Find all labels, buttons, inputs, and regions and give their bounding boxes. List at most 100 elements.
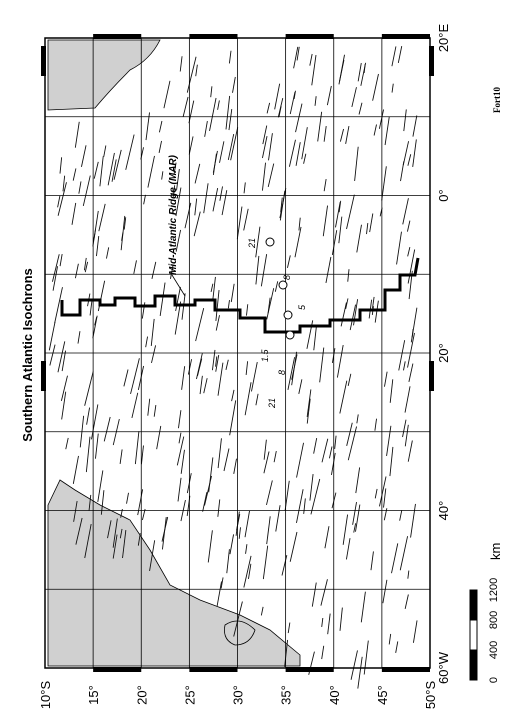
isochron-label: 1.5: [260, 348, 270, 362]
isochron-segment: [220, 577, 224, 589]
isochron-segment: [91, 404, 99, 440]
isochron-segment: [374, 488, 378, 499]
isochron-segment: [260, 606, 264, 616]
isochron-segment: [230, 127, 239, 161]
isochron-segment: [356, 414, 359, 424]
isochron-segment: [120, 215, 126, 251]
isochron-segment: [158, 120, 163, 133]
isochron-segment: [126, 492, 129, 504]
isochron-segment: [295, 142, 301, 166]
isochron-segment: [84, 371, 94, 406]
isochron-segment: [103, 145, 107, 157]
isochron-segment: [372, 296, 375, 309]
isochron-segment: [204, 475, 212, 506]
land-africa: [47, 39, 161, 111]
latitude-label: 35°: [279, 685, 294, 705]
isochron-segment: [287, 622, 291, 634]
isochron-segment: [195, 64, 198, 77]
isochron-segment: [284, 639, 289, 667]
isochron-segment: [195, 308, 205, 342]
isochron-segment: [188, 136, 194, 155]
isochron-segment: [404, 386, 411, 413]
isochron-segment: [274, 83, 281, 110]
isochron-segment: [93, 229, 96, 240]
isochron-segment: [95, 433, 99, 459]
isochron-segment: [77, 331, 81, 344]
isochron-segment: [412, 620, 418, 643]
isochron-segment: [360, 591, 366, 623]
isochron-segment: [323, 126, 327, 142]
frame-segment: [189, 34, 238, 39]
longitude-label: 60°W: [436, 651, 451, 684]
map-title: Southern Atlantic Isochrons: [20, 268, 35, 442]
isochron-segment: [176, 169, 180, 191]
isochron-segment: [267, 163, 275, 188]
isochron-segment: [399, 536, 409, 571]
isochron-segment: [216, 581, 222, 607]
isochron-segment: [187, 359, 193, 375]
isochron-segment: [186, 56, 197, 93]
scale-bar: km 0 400 800 1200: [469, 543, 503, 683]
isochron-segment: [296, 489, 304, 523]
isochron-segment: [57, 182, 67, 216]
site-marker: [285, 330, 295, 340]
longitude-label: 20°E: [436, 24, 451, 53]
isochron-segment: [412, 139, 417, 167]
isochron-segment: [107, 152, 115, 186]
latitude-label: 25°: [182, 685, 197, 705]
isochron-segment: [275, 505, 281, 532]
scale-segment: [469, 649, 478, 681]
isochron-segment: [404, 594, 409, 609]
isochron-segment: [266, 480, 273, 506]
isochron-segment: [243, 182, 246, 194]
isochron-segment: [280, 197, 283, 213]
scale-label: 800: [488, 611, 500, 629]
isochron-segment: [293, 90, 296, 99]
isochron-segment: [354, 146, 359, 181]
isochron-segment: [384, 371, 388, 387]
isochron-segment: [143, 194, 146, 205]
land-island: [224, 620, 256, 646]
graticule: [41, 34, 434, 672]
isochron-segment: [399, 509, 403, 521]
latitude-label: 10°S: [38, 681, 53, 710]
isochron-segment: [149, 540, 156, 572]
isochron-segment: [202, 492, 208, 512]
isochron-segment: [347, 373, 352, 386]
isochron-segment: [228, 108, 233, 131]
isochron-segment: [212, 153, 217, 176]
corner-label: Fort10: [492, 87, 502, 113]
isochron-segment: [407, 154, 412, 166]
isochron-segment: [303, 498, 306, 514]
isochron-segment: [131, 392, 139, 419]
isochron-segment: [125, 134, 135, 170]
latitude-label: 50°S: [423, 681, 438, 710]
isochron-segment: [298, 217, 301, 231]
isochron-segment: [278, 106, 282, 117]
isochron-segment: [407, 249, 416, 284]
isochron-segment: [71, 202, 77, 225]
scale-unit: km: [488, 543, 503, 560]
isochron-segment: [251, 361, 258, 392]
isochron-segment: [92, 315, 98, 339]
isochron-segment: [248, 563, 252, 579]
isochron-segment: [382, 579, 388, 604]
isochron-segment: [175, 286, 181, 311]
isochron-segment: [289, 531, 298, 562]
isochron-segment: [72, 455, 79, 484]
isochron-segment: [62, 175, 66, 192]
frame-segment: [381, 34, 430, 39]
isochron-segment: [158, 140, 162, 153]
latitude-label: 45°: [375, 685, 390, 705]
isochron-segment: [221, 190, 228, 216]
longitude-label: 20°: [436, 343, 451, 363]
scale-label: 1200: [488, 578, 500, 602]
isochron-segment: [357, 656, 363, 689]
latitude-label: 40°: [327, 685, 342, 705]
isochron-segment: [92, 210, 99, 247]
isochron-segment: [407, 247, 411, 257]
isochron-segment: [81, 145, 87, 167]
isochron-segment: [255, 255, 260, 285]
isochron-segment: [389, 379, 394, 403]
isochron-segment: [196, 353, 203, 380]
